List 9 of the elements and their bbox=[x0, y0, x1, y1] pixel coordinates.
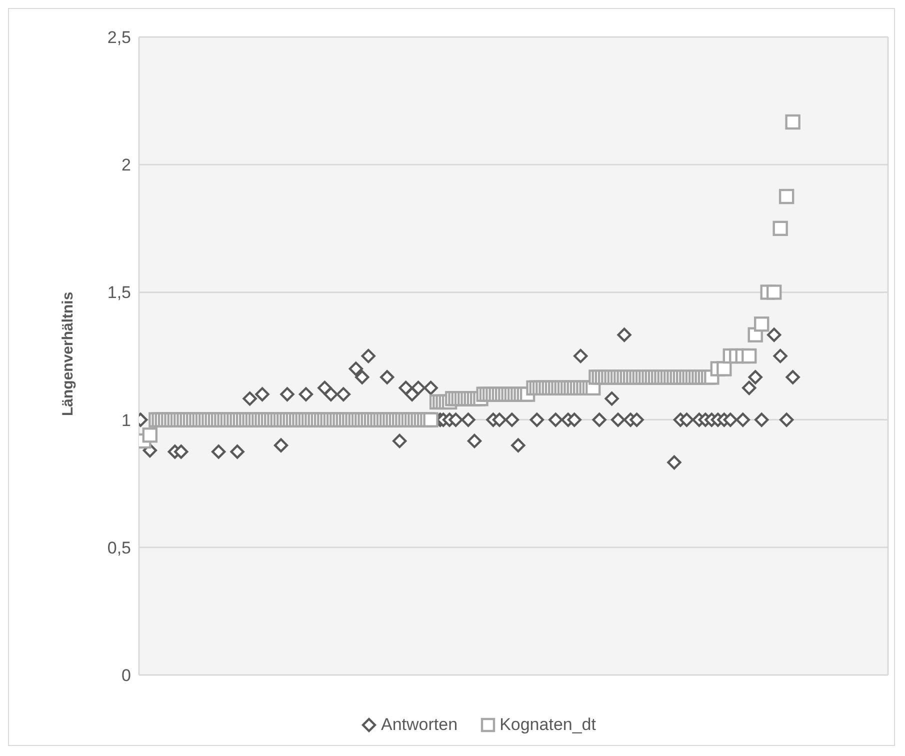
y-tick-label: 2 bbox=[122, 156, 131, 175]
y-tick-label: 0,5 bbox=[107, 538, 131, 558]
y-tick-label: 2,5 bbox=[107, 28, 131, 48]
y-axis-title: Längenverhältnis bbox=[59, 292, 76, 416]
legend-label: Kognaten_dt bbox=[498, 715, 596, 735]
y-tick-label: 0 bbox=[122, 666, 131, 686]
y-tick-label: 1 bbox=[122, 410, 131, 430]
legend-label: Antworten bbox=[380, 715, 458, 735]
y-tick-label: 1,5 bbox=[107, 283, 131, 302]
